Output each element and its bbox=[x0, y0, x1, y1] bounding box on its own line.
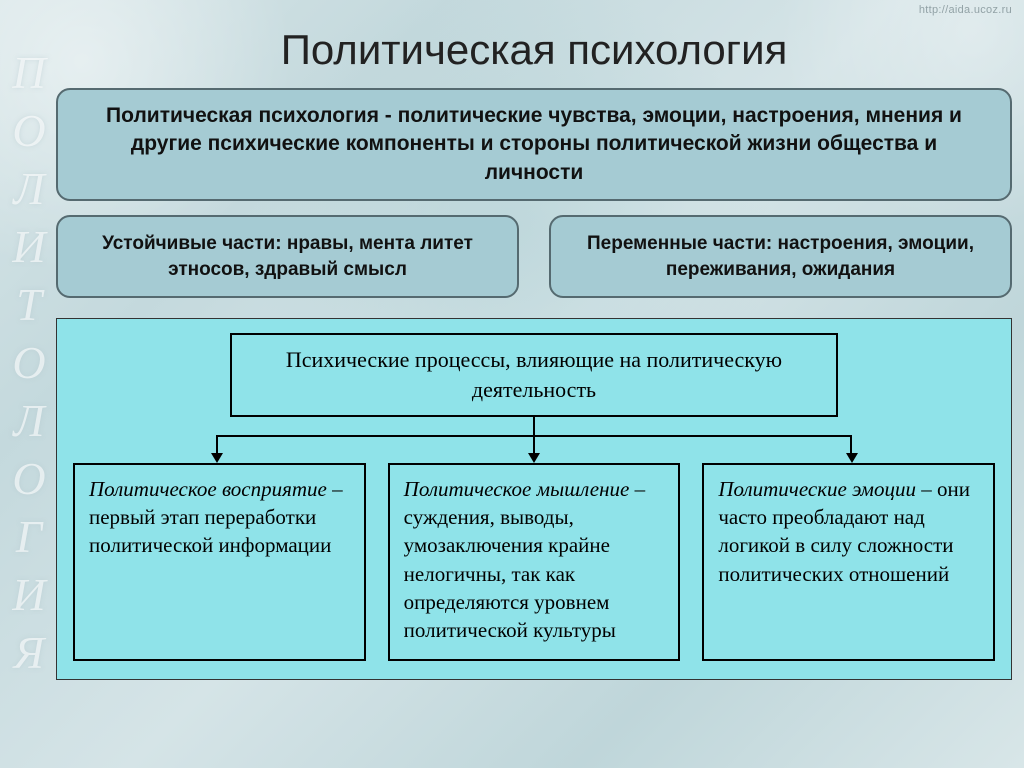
watermark-url: http://aida.ucoz.ru bbox=[919, 4, 1012, 16]
processes-diagram: Психические процессы, влияющие на полити… bbox=[56, 318, 1012, 679]
cell-emotions: Политические эмо­ции – они часто пре­обл… bbox=[702, 463, 995, 661]
diagram-cells-row: Политическое вос­приятие – первый этап п… bbox=[73, 463, 995, 661]
vertical-letter: П bbox=[12, 50, 45, 96]
slide-title: Политическая психология bbox=[56, 26, 1012, 74]
vertical-letter: О bbox=[12, 340, 45, 386]
vertical-letter: О bbox=[12, 108, 45, 154]
cell-term: Политическое мыш­ление bbox=[404, 477, 630, 501]
parts-row: Устойчивые части: нравы, мента литет этн… bbox=[56, 215, 1012, 298]
vertical-watermark-word: ПОЛИТОЛОГИЯ bbox=[6, 50, 52, 676]
cell-term: Политическое вос­приятие bbox=[89, 477, 327, 501]
definition-box: Политическая психология - политические ч… bbox=[56, 88, 1012, 201]
vertical-letter: И bbox=[12, 224, 45, 270]
cell-thinking: Политическое мыш­ление – суждения, вы­во… bbox=[388, 463, 681, 661]
cell-desc: – суждения, вы­воды, умозаключения крайн… bbox=[404, 477, 645, 643]
cell-perception: Политическое вос­приятие – первый этап п… bbox=[73, 463, 366, 661]
variable-parts-box: Переменные части: настроения, эмоции, пе… bbox=[549, 215, 1012, 298]
vertical-letter: Л bbox=[13, 398, 44, 444]
vertical-letter: Т bbox=[16, 282, 42, 328]
slide-content: Политическая психология Политическая пси… bbox=[56, 26, 1012, 680]
vertical-letter: Я bbox=[14, 630, 44, 676]
stable-parts-box: Устойчивые части: нравы, мента литет этн… bbox=[56, 215, 519, 298]
diagram-connectors bbox=[73, 417, 995, 463]
vertical-letter: О bbox=[12, 456, 45, 502]
vertical-letter: Л bbox=[13, 166, 44, 212]
cell-term: Политические эмо­ции bbox=[718, 477, 916, 501]
vertical-letter: Г bbox=[16, 514, 42, 560]
vertical-letter: И bbox=[12, 572, 45, 618]
diagram-header-box: Психические процессы, влияющие на полити… bbox=[230, 333, 839, 416]
